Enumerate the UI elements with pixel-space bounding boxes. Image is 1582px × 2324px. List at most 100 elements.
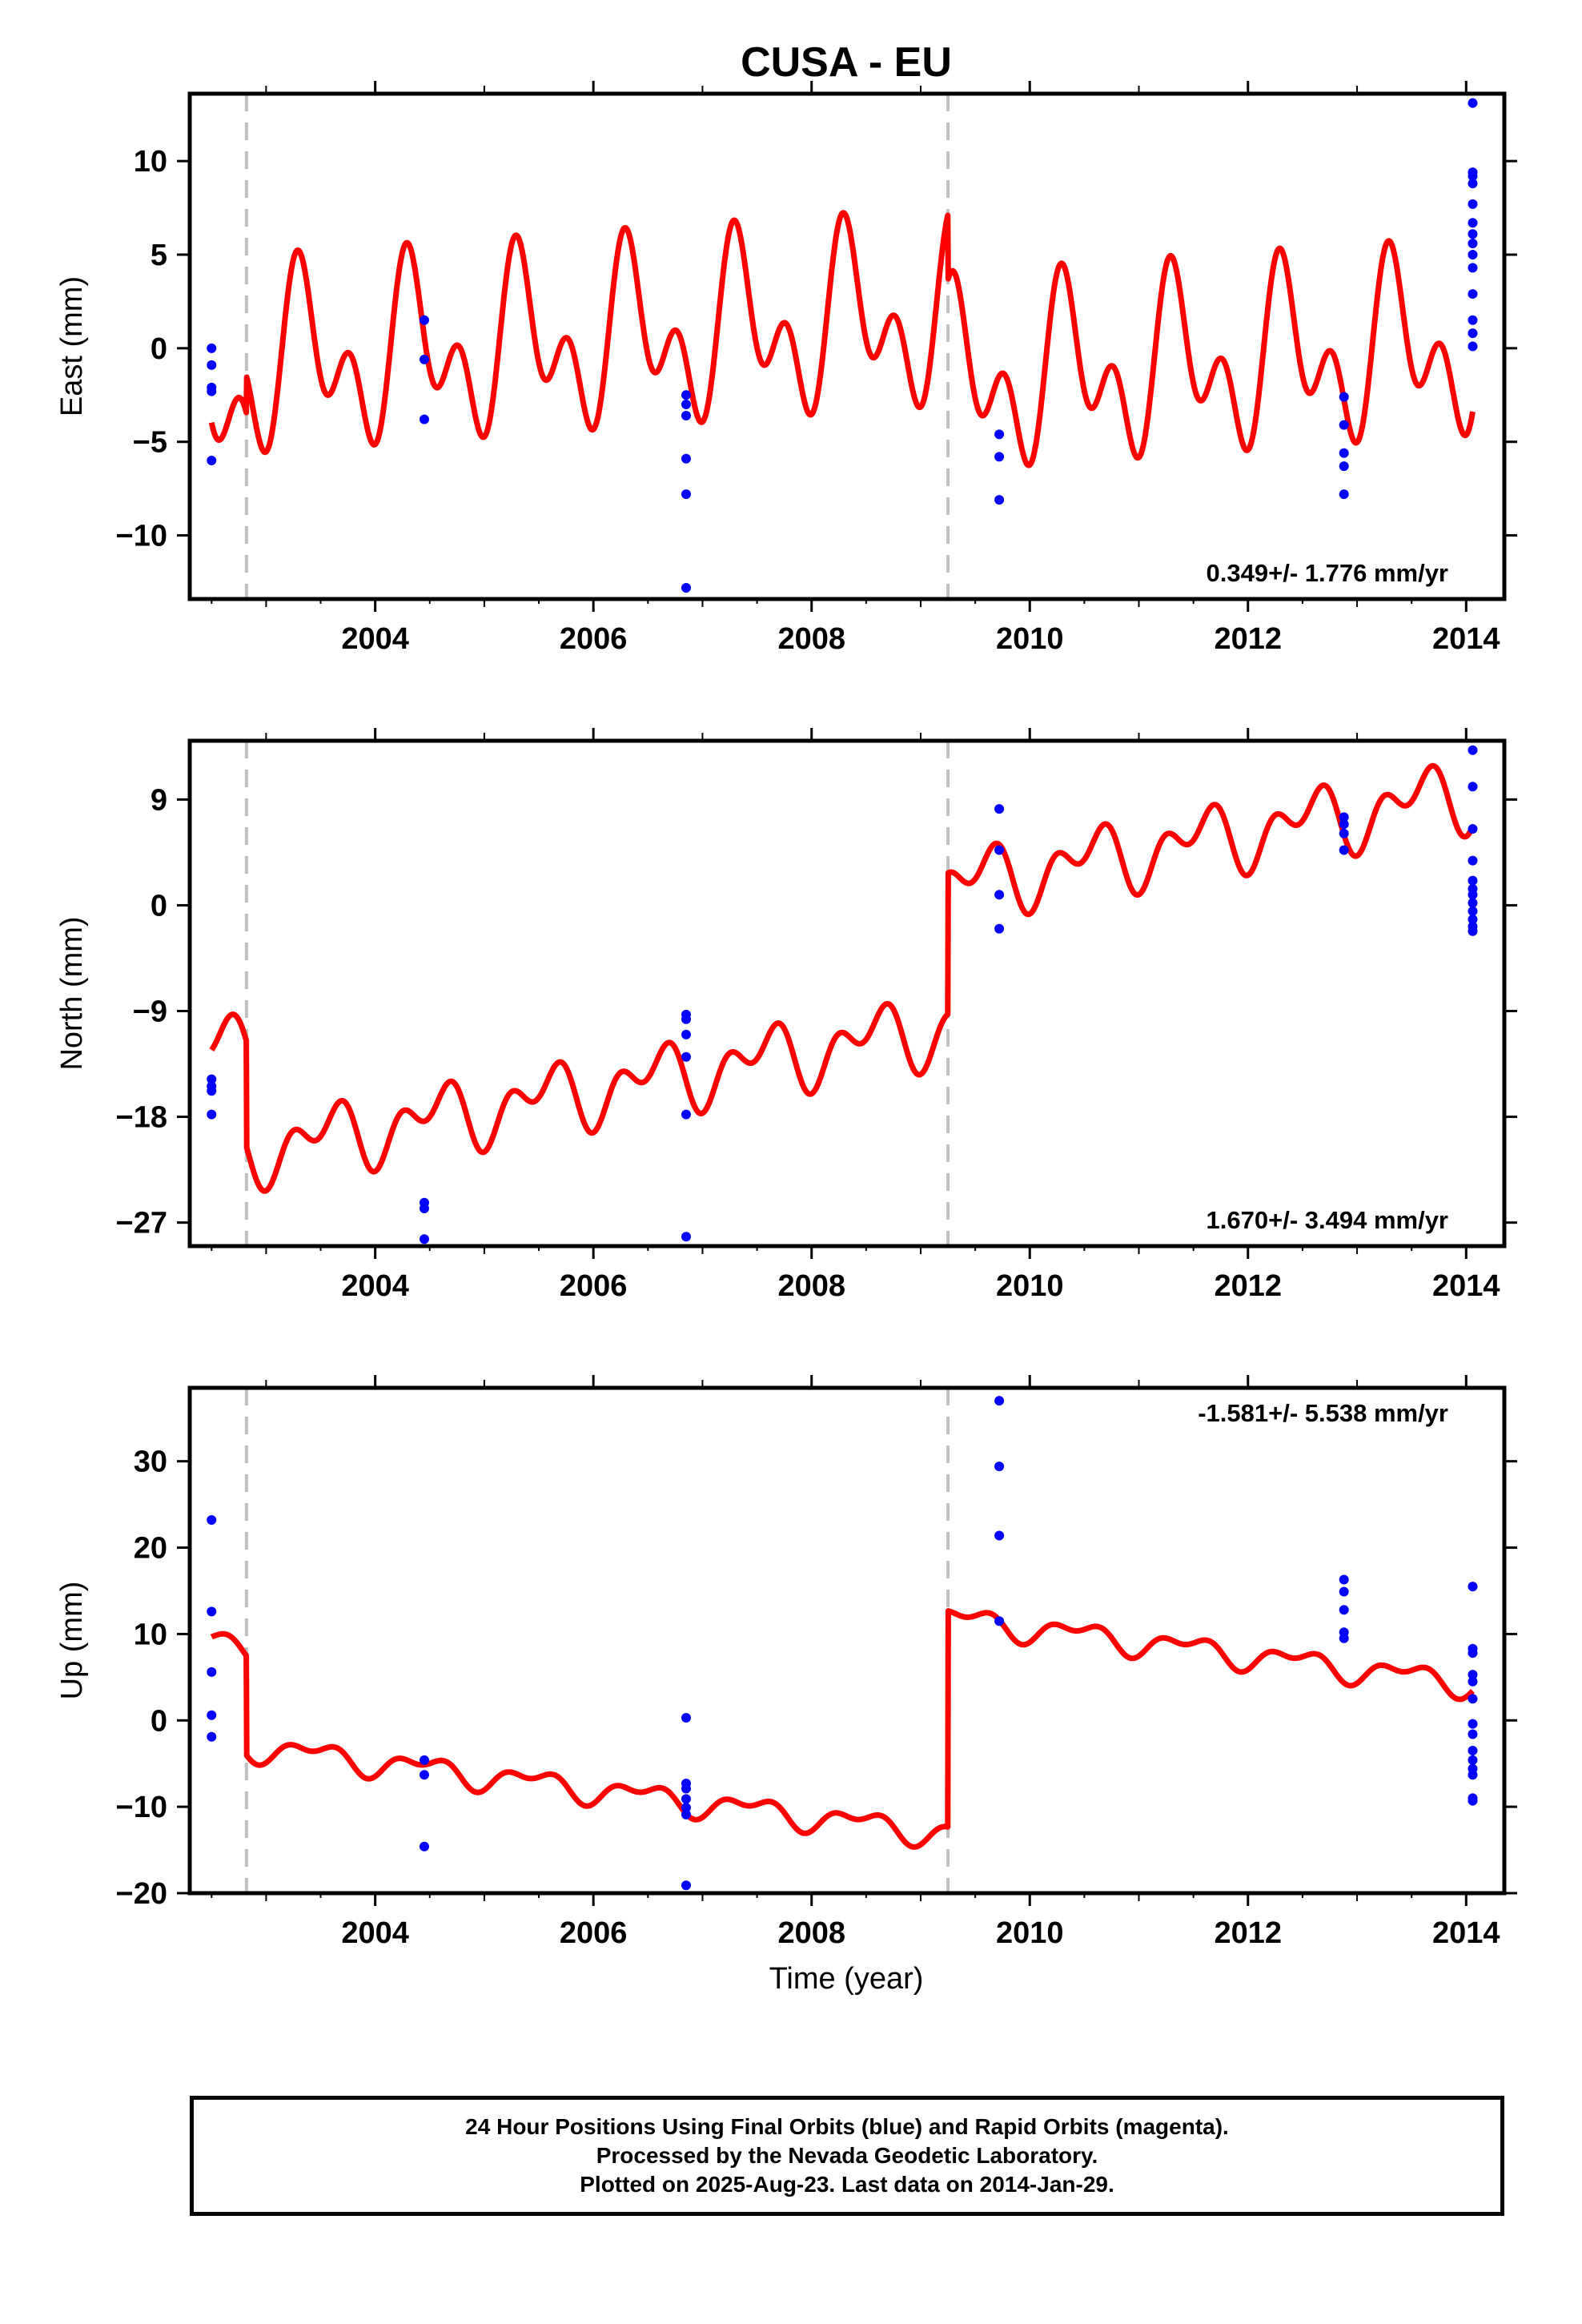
data-point bbox=[207, 456, 217, 466]
x-tick-label: 2008 bbox=[777, 622, 845, 656]
footer-info-box: 24 Hour Positions Using Final Orbits (bl… bbox=[190, 2096, 1504, 2216]
data-point bbox=[419, 1755, 429, 1765]
x-tick-label: 2014 bbox=[1432, 1269, 1500, 1303]
data-point bbox=[207, 1606, 217, 1617]
data-point bbox=[681, 1109, 692, 1120]
data-point bbox=[681, 1803, 692, 1813]
data-point bbox=[1468, 179, 1478, 189]
data-point bbox=[207, 1710, 217, 1720]
footer-line-3: Plotted on 2025-Aug-23. Last data on 201… bbox=[580, 2172, 1114, 2197]
y-tick-label: 0 bbox=[151, 1704, 167, 1738]
data-point bbox=[1468, 890, 1478, 900]
rate-label: -1.581+/- 5.538 mm/yr bbox=[1198, 1399, 1448, 1427]
x-tick-label: 2010 bbox=[996, 1916, 1064, 1950]
x-tick-label: 2006 bbox=[560, 1916, 628, 1950]
x-tick-label: 2010 bbox=[996, 622, 1064, 656]
x-tick-label: 2008 bbox=[777, 1916, 845, 1950]
data-point bbox=[419, 1841, 429, 1852]
data-point bbox=[681, 390, 692, 400]
panel-east: 2004 2006 2008 2010 2012 2014 −10 −5 0 5 10 East (m… bbox=[55, 81, 1517, 656]
data-point bbox=[1468, 1670, 1478, 1680]
data-point bbox=[681, 1713, 692, 1723]
data-point bbox=[207, 1086, 217, 1096]
data-point bbox=[994, 804, 1005, 814]
data-point bbox=[1339, 1605, 1349, 1615]
data-point bbox=[994, 1530, 1005, 1541]
data-point bbox=[994, 452, 1005, 462]
data-point bbox=[1339, 1586, 1349, 1597]
data-point bbox=[207, 343, 217, 353]
data-point bbox=[994, 845, 1005, 855]
data-point bbox=[1468, 341, 1478, 352]
data-point bbox=[1468, 249, 1478, 259]
x-axis-label: Time (year) bbox=[769, 1962, 924, 1996]
data-point bbox=[1468, 328, 1478, 339]
footer-line-2: Processed by the Nevada Geodetic Laborat… bbox=[596, 2143, 1098, 2168]
data-point bbox=[1468, 745, 1478, 755]
data-point bbox=[1468, 1719, 1478, 1729]
y-tick-label: 0 bbox=[151, 332, 167, 366]
data-point bbox=[1339, 812, 1349, 822]
data-point bbox=[419, 414, 429, 424]
data-point bbox=[681, 1880, 692, 1891]
data-point bbox=[681, 1232, 692, 1242]
y-axis-label: North (mm) bbox=[55, 916, 89, 1070]
data-point bbox=[1468, 199, 1478, 209]
data-point bbox=[1468, 906, 1478, 916]
panel-north: 2004 2006 2008 2010 2012 2014 −27 −18 −9 0 9 North … bbox=[55, 728, 1517, 1303]
y-tick-label: −27 bbox=[116, 1207, 167, 1240]
data-point bbox=[681, 399, 692, 409]
data-point bbox=[1468, 926, 1478, 936]
data-point bbox=[1468, 1770, 1478, 1780]
x-tick-label: 2012 bbox=[1215, 622, 1283, 656]
data-point bbox=[681, 1794, 692, 1804]
data-point bbox=[1339, 1574, 1349, 1585]
data-point bbox=[1339, 420, 1349, 430]
data-point bbox=[681, 1029, 692, 1039]
data-point bbox=[681, 489, 692, 500]
data-point bbox=[681, 1014, 692, 1024]
data-point bbox=[1468, 1755, 1478, 1765]
y-axis-label: East (mm) bbox=[55, 276, 89, 416]
data-point bbox=[207, 1515, 217, 1526]
data-point bbox=[994, 1462, 1005, 1472]
data-point bbox=[1468, 898, 1478, 908]
data-point bbox=[1468, 782, 1478, 792]
data-point bbox=[994, 1616, 1005, 1626]
data-point bbox=[207, 360, 217, 370]
data-point bbox=[207, 1109, 217, 1120]
data-point bbox=[1468, 238, 1478, 248]
panel-frame bbox=[187, 91, 1507, 601]
x-tick-label: 2004 bbox=[341, 1916, 409, 1950]
data-point bbox=[1339, 448, 1349, 458]
y-tick-label: −20 bbox=[116, 1877, 167, 1911]
rate-label: 1.670+/- 3.494 mm/yr bbox=[1207, 1206, 1448, 1234]
data-point bbox=[419, 1770, 429, 1780]
data-point bbox=[994, 1396, 1005, 1406]
data-point bbox=[681, 410, 692, 420]
data-point bbox=[994, 923, 1005, 934]
panel-up: 2004 2006 2008 2010 2012 2014 −20 −10 0 10 20 30 Up … bbox=[55, 1375, 1517, 1950]
x-tick-label: 2006 bbox=[560, 1269, 628, 1303]
y-tick-label: 9 bbox=[151, 783, 167, 817]
data-point bbox=[1468, 289, 1478, 300]
data-point bbox=[1468, 171, 1478, 181]
y-tick-label: 0 bbox=[151, 889, 167, 923]
data-point bbox=[681, 1809, 692, 1819]
data-point bbox=[1339, 489, 1349, 500]
data-point bbox=[207, 1731, 217, 1742]
y-tick-label: −5 bbox=[133, 426, 167, 460]
x-tick-label: 2014 bbox=[1432, 1916, 1500, 1950]
x-tick-label: 2004 bbox=[341, 1269, 409, 1303]
y-tick-label: 20 bbox=[134, 1532, 167, 1566]
x-tick-label: 2006 bbox=[560, 622, 628, 656]
data-point bbox=[1468, 1676, 1478, 1687]
data-point bbox=[1468, 824, 1478, 834]
data-point bbox=[1468, 1746, 1478, 1756]
data-point bbox=[419, 354, 429, 364]
data-point bbox=[994, 890, 1005, 900]
rate-label: 0.349+/- 1.776 mm/yr bbox=[1207, 559, 1448, 587]
data-point bbox=[1468, 1694, 1478, 1704]
